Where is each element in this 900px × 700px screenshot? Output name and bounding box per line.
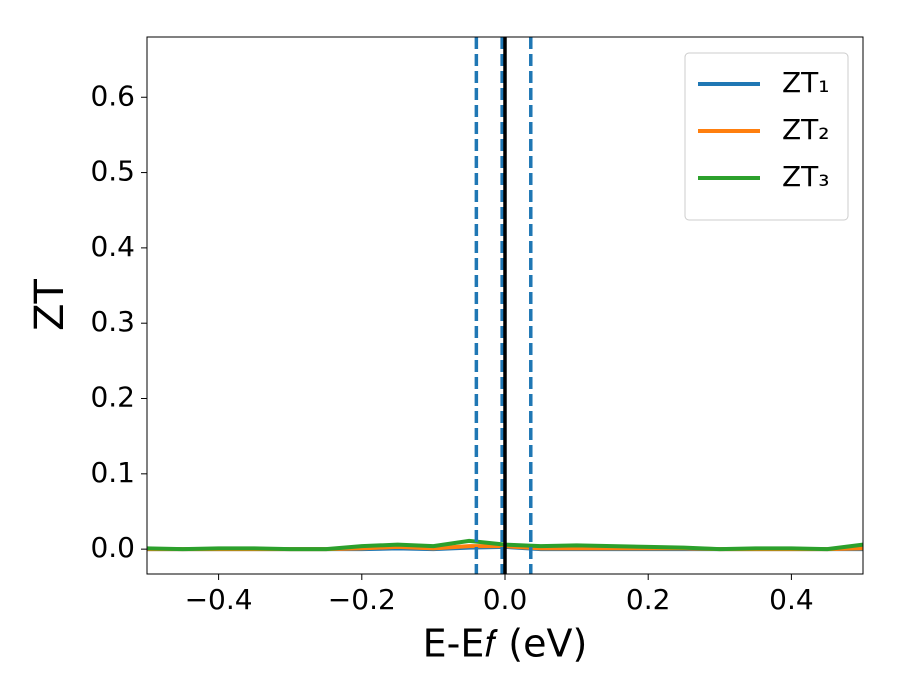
x-tick-label: 0.4 [769, 583, 814, 616]
y-tick-label: 0.1 [90, 456, 135, 489]
y-tick-label: 0.5 [90, 155, 135, 188]
y-tick-label: 0.3 [90, 305, 135, 338]
plot-frame [146, 36, 864, 575]
x-tick-label: 0.0 [483, 583, 528, 616]
x-axis-label: E-E𝑓 (eV) [423, 622, 588, 666]
y-axis-label: ZT [27, 279, 73, 331]
y-tick-label: 0.2 [90, 381, 135, 414]
y-tick-label: 0.0 [90, 531, 135, 564]
x-tick-label: −0.4 [185, 583, 253, 616]
legend-label: ZT₁ [782, 66, 830, 99]
x-tick-label: 0.2 [626, 583, 671, 616]
legend-label: ZT₃ [782, 160, 830, 193]
legend-label: ZT₂ [782, 113, 830, 146]
x-tick-label: −0.2 [328, 583, 396, 616]
y-tick-label: 0.6 [90, 79, 135, 112]
y-tick-label: 0.4 [90, 230, 135, 263]
